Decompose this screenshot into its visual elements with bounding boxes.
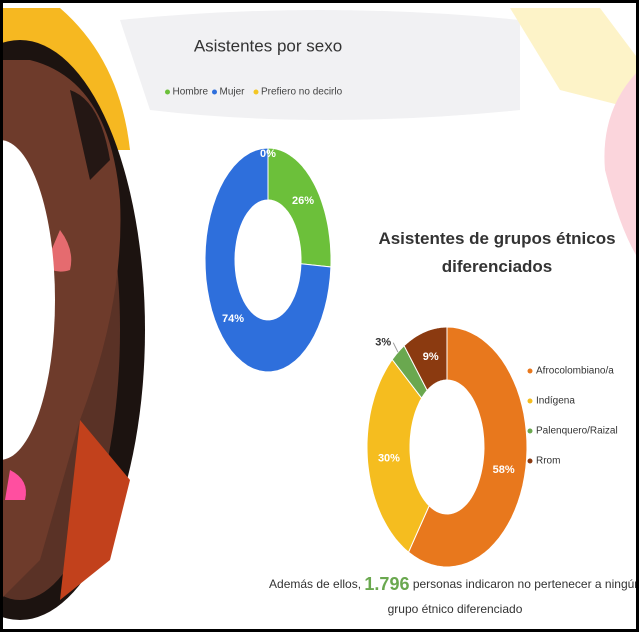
legend-swatch: [527, 368, 533, 374]
pink-shape: [604, 70, 639, 260]
data-label: 58%: [493, 464, 515, 476]
footer-text: personas indicaron no pertenecer a ningú…: [413, 577, 639, 591]
legend-swatch: [253, 89, 259, 95]
legend-swatch: [527, 458, 533, 464]
yellow-shape: [510, 8, 639, 110]
footer-text: Además de ellos,: [269, 577, 361, 591]
legend-swatch: [527, 398, 533, 404]
illustration: [0, 8, 145, 620]
footer-line-1: Además de ellos, 1.796 personas indicaro…: [269, 574, 639, 594]
donut-slice: [403, 326, 448, 392]
data-label: 74%: [222, 313, 244, 325]
data-label: 0%: [260, 148, 276, 160]
legend-label: Rrom: [536, 456, 560, 467]
chart-title: Asistentes por sexo: [194, 36, 342, 55]
legend-label: Palenquero/Raizal: [536, 426, 618, 437]
data-label: 30%: [378, 453, 400, 465]
legend-swatch: [527, 428, 533, 434]
leader-line: [392, 342, 399, 353]
legend-label: Mujer: [220, 87, 246, 98]
footer-line-2: grupo étnico diferenciado: [388, 602, 523, 616]
legend-label: Prefiero no decirlo: [261, 87, 343, 98]
data-label: 3%: [375, 337, 391, 349]
legend-swatch: [165, 89, 170, 95]
data-label: 9%: [423, 351, 439, 363]
footer-number: 1.796: [364, 574, 409, 594]
legend-label: Hombre: [173, 87, 209, 98]
chart-title: Asistentes de grupos étnicos diferenciado…: [378, 229, 615, 276]
legend-label: Afrocolombiano/a: [536, 366, 614, 377]
data-label: 26%: [292, 195, 314, 207]
top-band: [120, 10, 520, 120]
legend-swatch: [212, 89, 217, 95]
charts: Asistentes por sexo 26% 74% 0% Hombre Mujer Pr…: [165, 36, 618, 568]
legend-label: Indígena: [536, 396, 575, 407]
donut-slice: [204, 147, 332, 373]
